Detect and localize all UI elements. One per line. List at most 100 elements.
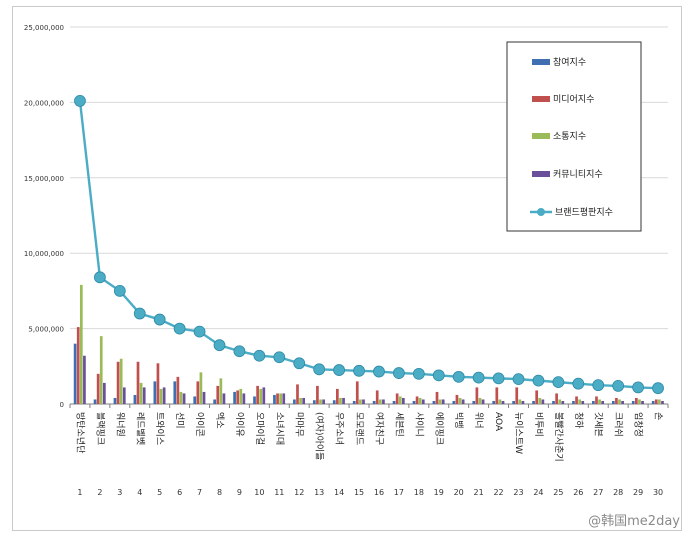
rank-label: 26	[573, 488, 583, 497]
y-tick-label: 0	[60, 401, 64, 409]
x-axis-labels: 방탄소년단 1 블랙핑크 2 워너원 3 레드벨벳 4 트와이스 5 선미 6 아이콘 7 엑소 8 아이유 9 오…	[74, 412, 663, 497]
line-point	[133, 307, 146, 320]
bar	[259, 388, 263, 404]
line-point	[432, 369, 445, 382]
bar	[122, 387, 126, 404]
category-label: (여자)아이들	[314, 412, 326, 460]
rank-label: 1	[77, 488, 82, 497]
line-point	[74, 94, 86, 107]
legend-swatch	[532, 133, 550, 139]
line-point	[572, 377, 585, 390]
line-series	[74, 94, 664, 395]
rank-label: 10	[254, 488, 264, 497]
legend-label: 참여지수	[553, 56, 586, 68]
category-label: 소녀시대	[274, 412, 285, 445]
bar	[156, 363, 160, 404]
bar	[322, 399, 325, 404]
bar	[239, 388, 243, 404]
bar	[342, 397, 345, 404]
bar	[552, 400, 555, 404]
y-tick-label: 25,000,000	[24, 24, 64, 32]
bar	[362, 399, 365, 404]
bar	[136, 361, 140, 404]
bar	[402, 397, 405, 404]
line-point	[472, 371, 485, 384]
y-gridlines	[69, 26, 669, 408]
rank-label: 29	[633, 488, 643, 497]
bar	[558, 399, 562, 404]
rank-label: 13	[314, 488, 324, 497]
line-point	[273, 351, 286, 364]
legend-label: 브랜드평판지수	[555, 207, 613, 218]
bar	[355, 381, 359, 404]
line-point	[213, 339, 226, 352]
bar	[654, 399, 658, 404]
category-label: 아이유	[234, 412, 245, 437]
bar	[293, 399, 296, 404]
bar	[83, 355, 86, 404]
bar	[581, 400, 585, 404]
bar	[631, 400, 635, 404]
bar	[273, 394, 276, 404]
line-point	[592, 379, 605, 392]
legend-marker	[537, 208, 545, 216]
bar	[661, 400, 664, 404]
bar	[242, 393, 246, 404]
bar	[372, 400, 376, 404]
line-point	[492, 372, 505, 385]
bar	[119, 358, 123, 404]
line-point	[353, 364, 365, 377]
rank-label: 25	[553, 488, 563, 497]
rank-label: 11	[274, 488, 284, 497]
bar	[621, 400, 624, 404]
bar	[515, 387, 519, 404]
legend-label: 커뮤니티지수	[553, 169, 603, 180]
line-point	[652, 382, 664, 395]
category-label: 갓세븐	[593, 412, 604, 437]
line-point	[373, 365, 385, 378]
category-label: 빅뱅	[453, 412, 464, 429]
category-label: 아이콘	[194, 412, 205, 437]
bar	[162, 387, 166, 404]
bar-series	[73, 284, 664, 404]
bar	[312, 400, 316, 404]
rank-label: 30	[653, 488, 663, 497]
bar	[73, 343, 77, 404]
bar	[352, 400, 356, 404]
y-axis: 0 5,000,000 10,000,000 15,000,000 20,000,000…	[24, 24, 64, 409]
bar	[199, 372, 203, 404]
bar	[658, 399, 661, 404]
rank-label: 7	[197, 488, 202, 497]
bar	[202, 391, 206, 404]
line-point	[333, 364, 346, 376]
bar	[213, 399, 216, 404]
rank-label: 18	[414, 488, 424, 497]
bar	[395, 393, 399, 404]
category-label: 오마이걸	[254, 412, 265, 445]
bar	[535, 390, 539, 404]
bar	[375, 390, 379, 404]
category-label: 우주소녀	[334, 412, 345, 445]
line-point	[452, 370, 465, 383]
bar	[398, 396, 402, 404]
rank-label: 9	[237, 488, 242, 497]
bar	[262, 387, 266, 404]
bar	[418, 397, 422, 404]
bar	[233, 391, 236, 404]
rank-label: 5	[157, 488, 162, 497]
bar	[512, 400, 515, 404]
bar	[139, 382, 143, 404]
bar	[378, 399, 382, 404]
legend-swatch	[532, 96, 550, 102]
bar	[475, 387, 479, 404]
bar	[196, 381, 200, 404]
category-label: 여자친구	[373, 412, 385, 445]
bar	[438, 399, 442, 404]
line-point	[552, 376, 565, 389]
line-point	[253, 349, 266, 362]
bar	[76, 327, 80, 404]
bar	[153, 381, 157, 404]
line-point	[94, 271, 106, 284]
bar	[282, 393, 286, 404]
